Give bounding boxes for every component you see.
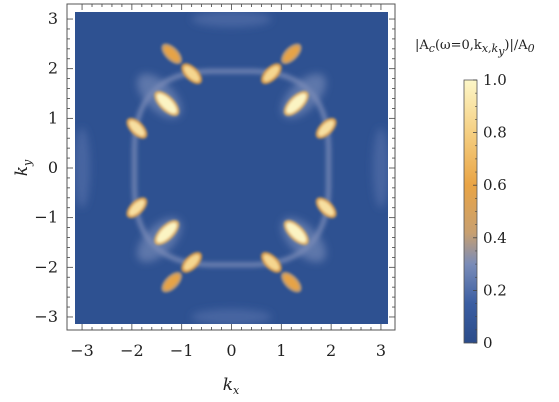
colorbar-title: |Ac(ω=0,kx,ky)|/A0 [415, 38, 535, 58]
y-tick-label: 3 [48, 9, 58, 28]
spectral-peak [164, 274, 180, 290]
x-tick-label: 0 [226, 341, 236, 360]
colorbar-tick-label: 0.2 [483, 281, 507, 299]
edge-glow [75, 128, 91, 208]
x-tick-label: −2 [120, 341, 144, 360]
spectral-peak [164, 46, 180, 62]
heatmap-area [75, 12, 388, 324]
y-tick-label: 0 [48, 158, 58, 177]
x-tick-label: 1 [276, 341, 286, 360]
colorbar-ticks: 0 0.2 0.4 0.6 0.8 1.0 [473, 71, 507, 352]
colorbar-tick-label: 0.8 [483, 124, 507, 142]
heatmap-ring [131, 68, 332, 268]
colorbar-tick-label: 0.6 [483, 176, 507, 194]
spectral-peak [156, 93, 177, 114]
spectral-peak [283, 46, 299, 62]
spectral-peak [286, 93, 307, 114]
spectral-peak [286, 222, 307, 243]
colorbar-tick-label: 0 [483, 334, 493, 352]
spectral-peak [263, 254, 280, 271]
x-axis-title: kx [223, 375, 240, 397]
y-tick-label: 2 [48, 59, 58, 78]
spectral-peak [129, 200, 145, 216]
fermi-ring [131, 68, 332, 268]
heatmap-background [75, 12, 388, 324]
y-tick-label: 1 [48, 108, 58, 127]
spectral-peak [156, 222, 177, 243]
edge-glow [372, 128, 388, 208]
colorbar-tick-label: 0.4 [483, 229, 507, 247]
y-tick-label: −1 [34, 208, 58, 227]
spectral-peak [318, 200, 334, 216]
x-axis-ticks: −3 −2 −1 0 1 2 3 [70, 4, 386, 360]
y-tick-label: −3 [34, 307, 58, 326]
spectral-peak [263, 65, 280, 82]
x-tick-label: −3 [70, 341, 94, 360]
spectral-peak [129, 120, 145, 136]
spectral-peak [183, 254, 200, 271]
x-tick-label: −1 [170, 341, 194, 360]
x-tick-label: 3 [376, 341, 386, 360]
y-axis-title: ky [12, 159, 34, 176]
x-tick-label: 2 [326, 341, 336, 360]
spectral-peak [318, 120, 334, 136]
y-axis-ticks: −3 −2 −1 0 1 2 3 [34, 9, 395, 326]
heatmap-arcs [126, 43, 337, 293]
edge-glow [191, 308, 272, 324]
edge-glow [191, 12, 272, 28]
spectral-peak [183, 65, 200, 82]
spectral-peak [283, 274, 299, 290]
y-tick-label: −2 [34, 257, 58, 276]
colorbar-tick-label: 1.0 [483, 71, 507, 89]
